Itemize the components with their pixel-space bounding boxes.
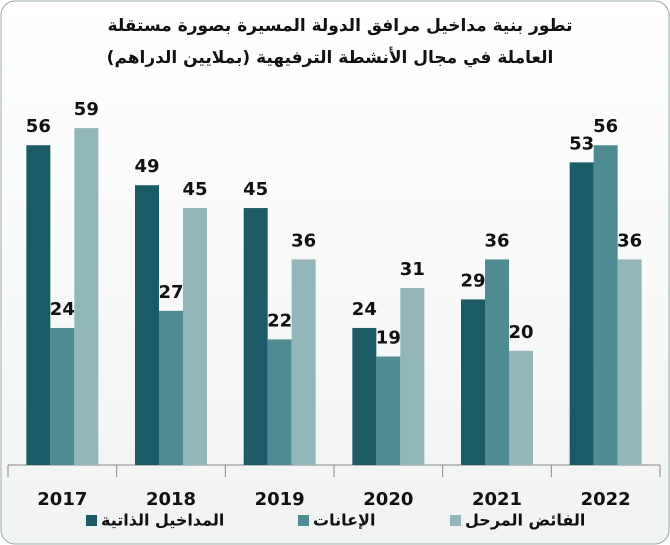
x-tick-label: 2018 [146,489,196,510]
chart-title: العاملة في مجال الأنشطة الترفيهية (بملاي… [107,47,554,68]
legend-label: الإعانات [313,511,375,530]
bar [376,356,401,465]
x-tick-label: 2020 [363,489,413,510]
data-label: 59 [74,99,99,120]
bar [569,162,594,465]
bar [135,185,159,465]
bar [485,259,509,465]
legend-label: المداخيل الذاتية [101,511,224,530]
bar [74,128,99,466]
bar [617,259,642,465]
bar [267,339,292,465]
data-label: 22 [267,310,292,331]
legend-label: الفائض المرحل [465,511,585,530]
bar [593,145,618,466]
chart-title: تطور بنية مداخيل مرافق الدولة المسيرة بص… [108,16,573,36]
legend-swatch [86,515,97,526]
bar [26,145,51,466]
legend-swatch [298,515,309,526]
bar [352,327,377,465]
bar [243,208,268,466]
bar [159,310,183,465]
data-label: 56 [26,116,51,137]
x-tick-label: 2022 [581,489,631,510]
x-tick-label: 2021 [472,489,522,510]
x-tick-label: 2019 [255,489,305,510]
data-label: 45 [243,179,268,200]
x-tick-label: 2017 [37,489,87,510]
data-label: 20 [508,322,533,343]
data-label: 36 [617,230,642,251]
bar [509,350,533,465]
data-label: 49 [134,156,159,177]
legend-swatch [450,515,461,526]
data-label: 53 [569,133,594,154]
bar [291,259,316,465]
data-label: 24 [352,299,377,320]
data-label: 27 [158,282,183,303]
data-label: 19 [376,328,401,349]
bar [400,287,425,465]
data-label: 29 [460,270,485,291]
bar [461,299,485,465]
data-label: 56 [593,116,618,137]
data-label: 31 [400,259,425,280]
data-label: 45 [182,179,207,200]
data-label: 36 [484,230,509,251]
bar [50,327,75,465]
data-label: 36 [291,230,316,251]
data-label: 24 [50,299,75,320]
bar [183,208,207,466]
